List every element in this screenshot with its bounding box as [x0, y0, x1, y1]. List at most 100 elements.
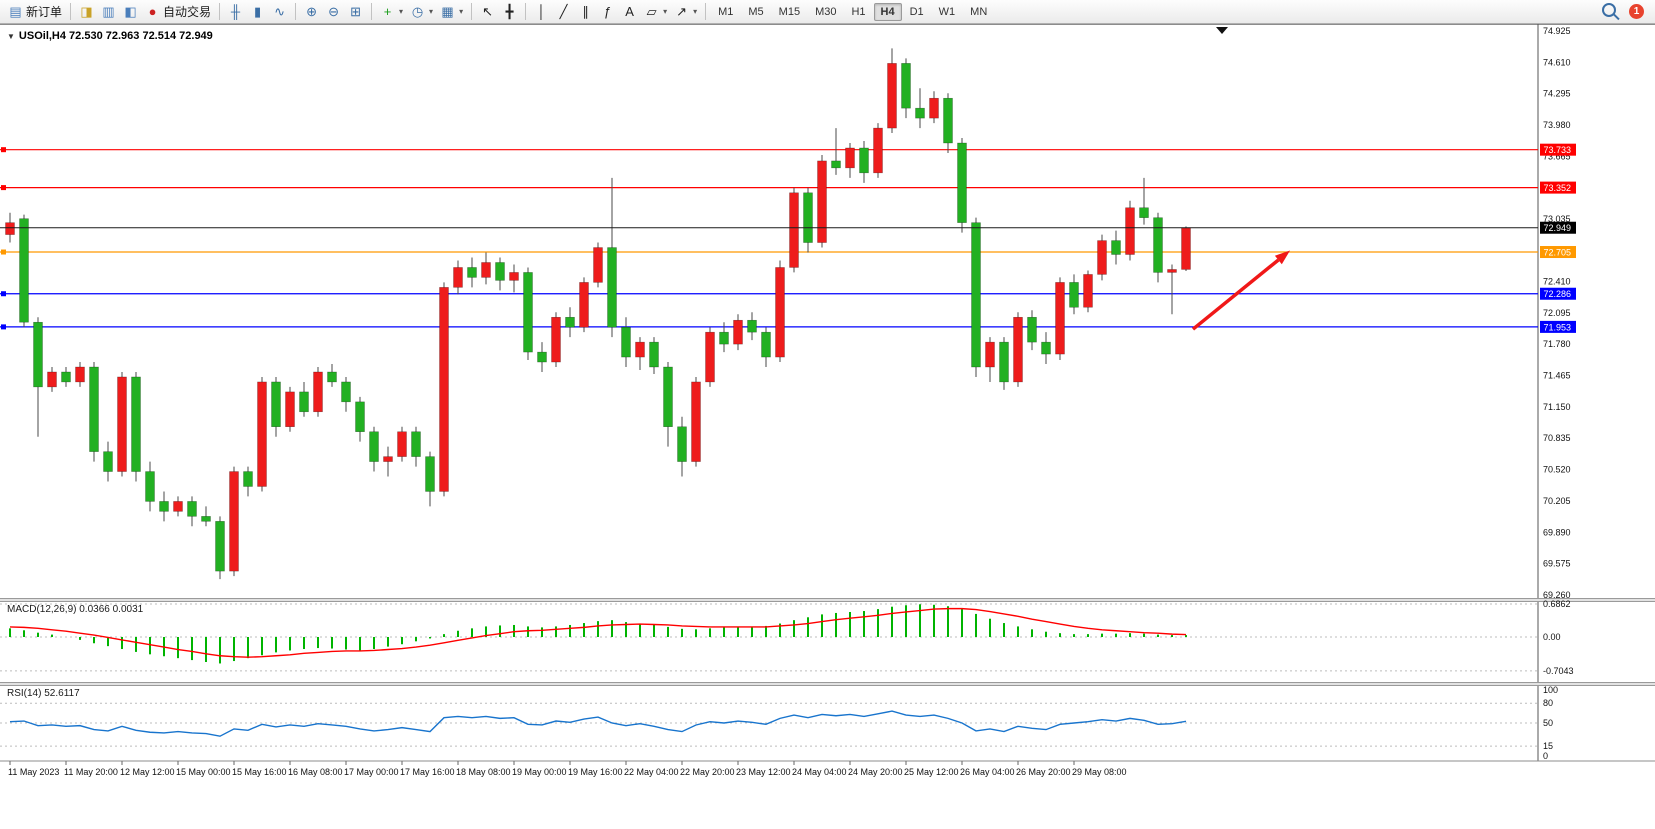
- candle: [1041, 341, 1051, 355]
- auto-trading-button[interactable]: ● 自动交易: [142, 2, 214, 22]
- timeframe-h1[interactable]: H1: [851, 5, 866, 18]
- candlestick-chart-button[interactable]: ▮: [247, 2, 268, 22]
- candle: [1027, 316, 1037, 343]
- candle: [817, 160, 827, 243]
- candle: [131, 376, 141, 472]
- channel-button[interactable]: ∥: [575, 2, 596, 22]
- new-chart-button[interactable]: + ▾: [377, 2, 406, 22]
- data-window-button[interactable]: ▥: [98, 2, 119, 22]
- fibonacci-button[interactable]: ƒ: [597, 2, 618, 22]
- trend-arrow-head[interactable]: [1274, 250, 1290, 265]
- candle: [187, 501, 197, 517]
- price-axis-label: 70.520: [1543, 465, 1571, 475]
- price-axis-label: 69.575: [1543, 559, 1571, 569]
- candle: [19, 218, 29, 323]
- trendline-button[interactable]: ╱: [553, 2, 574, 22]
- tile-windows-button[interactable]: ⊞: [345, 2, 366, 22]
- time-axis-label: 24 May 20:00: [848, 767, 903, 777]
- candle: [607, 247, 617, 328]
- candle: [89, 366, 99, 452]
- candle: [439, 287, 449, 492]
- chart-shift-marker-icon[interactable]: [1216, 27, 1228, 34]
- line-handle[interactable]: [1, 249, 6, 255]
- candle: [257, 381, 267, 487]
- time-axis-label: 11 May 20:00: [64, 767, 118, 777]
- time-axis-label: 19 May 00:00: [512, 767, 567, 777]
- timeframe-m15[interactable]: M15: [778, 5, 801, 18]
- panel-separator[interactable]: [0, 598, 1655, 602]
- new-order-button[interactable]: ▤ 新订单: [5, 2, 65, 22]
- rsi-axis-label: 50: [1543, 718, 1553, 728]
- shapes-caret-icon[interactable]: ▾: [663, 7, 668, 16]
- candle: [159, 501, 169, 512]
- zoom-in-button[interactable]: ⊕: [301, 2, 322, 22]
- navigator-button[interactable]: ◧: [120, 2, 141, 22]
- candle: [1083, 274, 1093, 308]
- arrows-button[interactable]: ↗ ▾: [671, 2, 700, 22]
- new-chart-caret-icon[interactable]: ▾: [399, 7, 404, 16]
- timeframe-m30[interactable]: M30: [815, 5, 837, 18]
- period-button[interactable]: ◷ ▾: [407, 2, 436, 22]
- price-chart-canvas[interactable]: 74.92574.61074.29573.98073.66573.35073.0…: [0, 24, 1655, 829]
- search-icon[interactable]: [1602, 3, 1616, 17]
- candle: [831, 160, 841, 169]
- time-axis-label: 15 May 00:00: [176, 767, 231, 777]
- price-axis-label: 70.835: [1543, 433, 1571, 443]
- line-handle[interactable]: [1, 324, 6, 330]
- auto-trading-button-label: 自动交易: [163, 5, 212, 19]
- new-order-icon: ▤: [9, 3, 22, 19]
- crosshair-button[interactable]: ╋: [499, 2, 520, 22]
- price-tag-text: 71.953: [1544, 322, 1572, 332]
- vertical-line-button[interactable]: │: [531, 2, 552, 22]
- zoom-in-icon: ⊕: [306, 3, 317, 19]
- time-axis-label: 19 May 16:00: [568, 767, 623, 777]
- arrows-icon: ↗: [676, 3, 688, 19]
- rsi-line: [9, 710, 1187, 737]
- price-tag-73.733: [1540, 143, 1576, 156]
- line-handle[interactable]: [1, 147, 6, 153]
- shapes-icon: ▱: [646, 3, 657, 19]
- price-axis-label: 71.465: [1543, 370, 1571, 380]
- timeframe-mn[interactable]: MN: [970, 5, 988, 18]
- timeframe-w1[interactable]: W1: [938, 5, 956, 18]
- time-axis-label: 17 May 00:00: [344, 767, 399, 777]
- candle: [383, 456, 393, 462]
- candle: [355, 401, 365, 432]
- navigator-icon: ◧: [124, 3, 137, 19]
- price-axis-label: 69.260: [1543, 590, 1571, 600]
- notification-badge[interactable]: 1: [1629, 4, 1644, 19]
- timeframe-m1[interactable]: M1: [718, 5, 734, 18]
- candle: [299, 391, 309, 413]
- template-caret-icon[interactable]: ▾: [459, 7, 464, 16]
- candle: [691, 381, 701, 462]
- panel-separator[interactable]: [0, 682, 1655, 686]
- timeframe-d1[interactable]: D1: [909, 5, 924, 18]
- timeframe-m5[interactable]: M5: [748, 5, 764, 18]
- text-button[interactable]: A: [619, 2, 640, 22]
- market-watch-button[interactable]: ◨: [76, 2, 97, 22]
- candle: [411, 431, 421, 457]
- candle: [761, 331, 771, 358]
- fibonacci-icon: ƒ: [603, 3, 612, 19]
- template-button[interactable]: ▦ ▾: [437, 2, 466, 22]
- candle: [719, 331, 729, 345]
- trend-arrow[interactable]: [1191, 258, 1280, 331]
- arrows-caret-icon[interactable]: ▾: [693, 7, 698, 16]
- cursor-button[interactable]: ↖: [477, 2, 498, 22]
- line-handle[interactable]: [1, 185, 6, 191]
- shapes-button[interactable]: ▱ ▾: [641, 2, 670, 22]
- time-axis-label: 17 May 16:00: [400, 767, 455, 777]
- price-tag-text: 72.286: [1544, 289, 1572, 299]
- candle: [1097, 240, 1107, 275]
- line-handle[interactable]: [1, 291, 6, 297]
- zoom-out-button[interactable]: ⊖: [323, 2, 344, 22]
- period-caret-icon[interactable]: ▾: [429, 7, 434, 16]
- line-chart-button[interactable]: ∿: [269, 2, 290, 22]
- ohlc-bars-button[interactable]: ╫: [225, 2, 246, 22]
- candle: [775, 267, 785, 358]
- tile-windows-icon: ⊞: [350, 3, 361, 19]
- candle: [887, 63, 897, 129]
- candle: [481, 262, 491, 278]
- timeframe-h4[interactable]: H4: [873, 2, 902, 21]
- candle: [999, 341, 1009, 383]
